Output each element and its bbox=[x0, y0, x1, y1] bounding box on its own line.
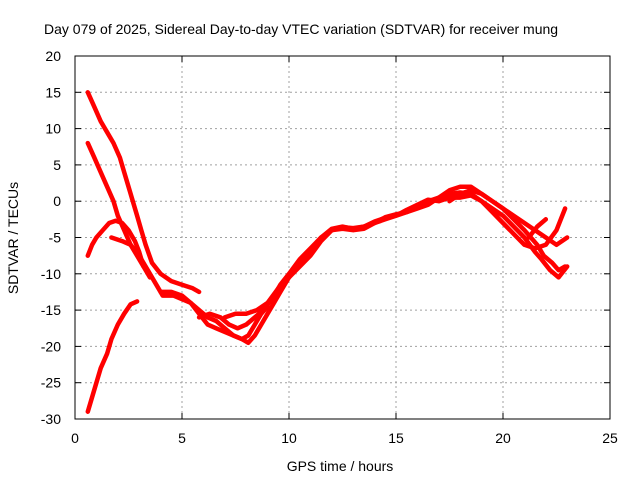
y-tick-label: -30 bbox=[41, 411, 61, 427]
x-tick-label: 25 bbox=[602, 430, 618, 446]
x-tick-label: 5 bbox=[178, 430, 186, 446]
x-tick-label: 20 bbox=[495, 430, 511, 446]
y-tick-label: 15 bbox=[45, 84, 61, 100]
series-line-arc-8 bbox=[222, 193, 568, 320]
y-tick-label: 20 bbox=[45, 48, 61, 64]
y-tick-label: -20 bbox=[41, 338, 61, 354]
series-line-arc-10 bbox=[526, 217, 549, 240]
y-tick-label: -5 bbox=[49, 230, 62, 246]
series-line-arc-7 bbox=[196, 184, 570, 331]
series-line-arc-1 bbox=[85, 90, 202, 295]
x-tick-label: 15 bbox=[388, 430, 404, 446]
y-tick-label: 5 bbox=[53, 157, 61, 173]
y-tick-label: 0 bbox=[53, 193, 61, 209]
x-axis-ticks: 0 5 10 15 20 25 bbox=[71, 56, 618, 446]
series-line-arc-4 bbox=[85, 299, 140, 414]
y-tick-label: 10 bbox=[45, 121, 61, 137]
x-tick-label: 10 bbox=[281, 430, 297, 446]
grid bbox=[75, 56, 610, 419]
chart-title: Day 079 of 2025, Sidereal Day-to-day VTE… bbox=[44, 21, 558, 37]
series-group bbox=[85, 90, 570, 414]
x-axis-label: GPS time / hours bbox=[287, 458, 394, 474]
series-line-arc-3 bbox=[85, 218, 146, 269]
y-tick-label: -25 bbox=[41, 375, 61, 391]
x-tick-label: 0 bbox=[71, 430, 79, 446]
y-axis-label: SDTVAR / TECUs bbox=[5, 182, 21, 294]
y-tick-label: -10 bbox=[41, 266, 61, 282]
y-tick-label: -15 bbox=[41, 302, 61, 318]
y-axis-ticks: -30 -25 -20 -15 -10 -5 0 5 10 15 20 bbox=[41, 48, 610, 427]
series-line-arc-9 bbox=[447, 188, 568, 273]
